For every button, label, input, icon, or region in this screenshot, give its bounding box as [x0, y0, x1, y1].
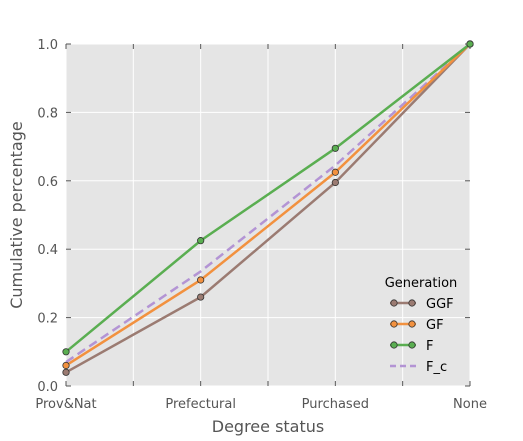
data-point-ggf [62, 368, 70, 376]
series-line-ggf [65, 43, 471, 374]
data-point-f [62, 348, 70, 356]
legend-marker-ggf [408, 299, 416, 307]
data-point-f [331, 144, 339, 152]
legend-title: Generation [385, 276, 458, 291]
y-tick-label: 0.4 [37, 243, 58, 258]
x-axis-title: Degree status [212, 417, 324, 436]
data-point-f [197, 237, 205, 245]
legend-label-gf: GF [426, 318, 444, 333]
x-tick-label: None [453, 397, 487, 412]
series-line-f-c [65, 43, 471, 364]
y-tick-label: 0.0 [37, 380, 58, 395]
series-line-f [65, 43, 471, 353]
y-tick-label: 1.0 [37, 38, 58, 53]
legend-marker-ggf [390, 299, 398, 307]
legend-marker-f [408, 341, 416, 349]
y-tick-label: 0.8 [37, 106, 58, 121]
tick-labels: 0.0 0.2 0.4 0.6 0.8 1.0 Prov&Nat Prefectural Pur… [35, 38, 487, 412]
x-tick-label: Purchased [302, 397, 369, 412]
y-tick-label: 0.2 [37, 312, 58, 327]
data-point-gf [197, 276, 205, 284]
data-point-gf [62, 361, 70, 370]
legend-marker-f [390, 341, 398, 349]
legend-label-ggf: GGF [426, 297, 454, 312]
data-point-ggf [197, 293, 205, 301]
data-point-f [466, 40, 474, 48]
x-tick-label: Prefectural [165, 397, 236, 412]
series-layer [62, 40, 474, 376]
axis-ticks [65, 43, 471, 387]
y-tick-label: 0.6 [37, 175, 58, 190]
legend-marker-gf [390, 320, 398, 328]
data-point-ggf [331, 178, 339, 187]
legend: Generation GGF GF F F_c [385, 276, 458, 375]
legend-marker-gf [408, 320, 416, 328]
legend-label-f-c: F_c [426, 360, 447, 375]
x-tick-label: Prov&Nat [35, 397, 96, 412]
y-axis-title: Cumulative percentage [7, 121, 26, 309]
data-point-gf [331, 168, 339, 176]
legend-label-f: F [426, 339, 433, 354]
series-line-gf [65, 43, 471, 367]
